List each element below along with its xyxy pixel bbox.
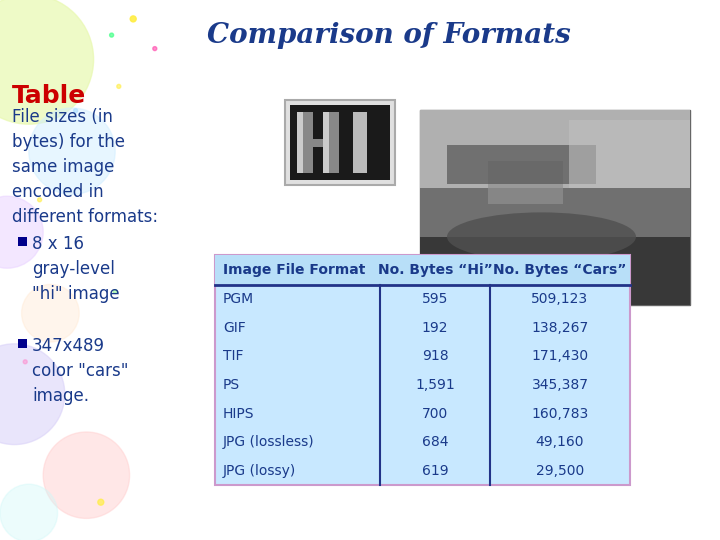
Circle shape — [0, 0, 94, 124]
Text: 918: 918 — [422, 349, 449, 363]
Text: 49,160: 49,160 — [536, 435, 584, 449]
Text: 192: 192 — [422, 321, 449, 335]
Circle shape — [117, 84, 121, 89]
Bar — [353, 112, 367, 173]
Text: 138,267: 138,267 — [531, 321, 589, 335]
Circle shape — [43, 432, 130, 518]
Bar — [447, 145, 595, 184]
Text: 8 x 16
gray‑level
"hi" image: 8 x 16 gray‑level "hi" image — [32, 235, 120, 303]
Circle shape — [23, 360, 27, 364]
Text: PGM: PGM — [223, 292, 254, 306]
Bar — [420, 110, 690, 305]
Circle shape — [98, 499, 104, 505]
Text: Image File Format: Image File Format — [223, 263, 365, 277]
Circle shape — [0, 344, 65, 444]
Bar — [215, 255, 630, 285]
Text: File sizes (in
bytes) for the
same image
encoded in
different formats:: File sizes (in bytes) for the same image… — [12, 108, 158, 226]
Circle shape — [130, 16, 136, 22]
Circle shape — [0, 196, 43, 268]
Bar — [18, 237, 27, 246]
Circle shape — [73, 109, 78, 113]
Bar — [290, 105, 390, 180]
Text: No. Bytes “Cars”: No. Bytes “Cars” — [493, 263, 626, 277]
Bar — [420, 237, 690, 305]
Text: 345,387: 345,387 — [531, 378, 588, 392]
Circle shape — [22, 285, 79, 342]
Bar — [323, 112, 329, 173]
Circle shape — [109, 33, 114, 37]
Circle shape — [0, 484, 58, 540]
Text: 347x489
color "cars"
image.: 347x489 color "cars" image. — [32, 338, 128, 406]
Text: 1,591: 1,591 — [415, 378, 455, 392]
Bar — [420, 110, 690, 198]
Text: 684: 684 — [422, 435, 449, 449]
Text: 160,783: 160,783 — [531, 407, 589, 421]
Bar — [285, 100, 395, 185]
Bar — [420, 188, 690, 246]
Text: JPG (lossy): JPG (lossy) — [223, 464, 296, 478]
Text: 700: 700 — [422, 407, 448, 421]
Text: 509,123: 509,123 — [531, 292, 588, 306]
Bar — [323, 112, 339, 173]
Text: No. Bytes “Hi”: No. Bytes “Hi” — [377, 263, 492, 277]
Ellipse shape — [447, 212, 636, 261]
Bar — [297, 139, 339, 147]
Text: Comparison of Formats: Comparison of Formats — [207, 22, 571, 49]
Text: 171,430: 171,430 — [531, 349, 588, 363]
Circle shape — [37, 198, 42, 202]
Text: PS: PS — [223, 378, 240, 392]
Bar — [18, 339, 27, 348]
Text: HIPS: HIPS — [223, 407, 254, 421]
Circle shape — [29, 108, 115, 194]
Circle shape — [153, 46, 157, 51]
Text: JPG (lossless): JPG (lossless) — [223, 435, 315, 449]
Text: 29,500: 29,500 — [536, 464, 584, 478]
Text: Table: Table — [12, 84, 86, 107]
Bar — [297, 112, 313, 173]
Text: GIF: GIF — [223, 321, 246, 335]
Bar — [297, 112, 303, 173]
Text: 619: 619 — [422, 464, 449, 478]
Bar — [487, 161, 563, 204]
Bar — [215, 255, 630, 485]
Circle shape — [113, 289, 117, 294]
Text: TIF: TIF — [223, 349, 243, 363]
Bar — [569, 120, 690, 188]
Text: 595: 595 — [422, 292, 448, 306]
